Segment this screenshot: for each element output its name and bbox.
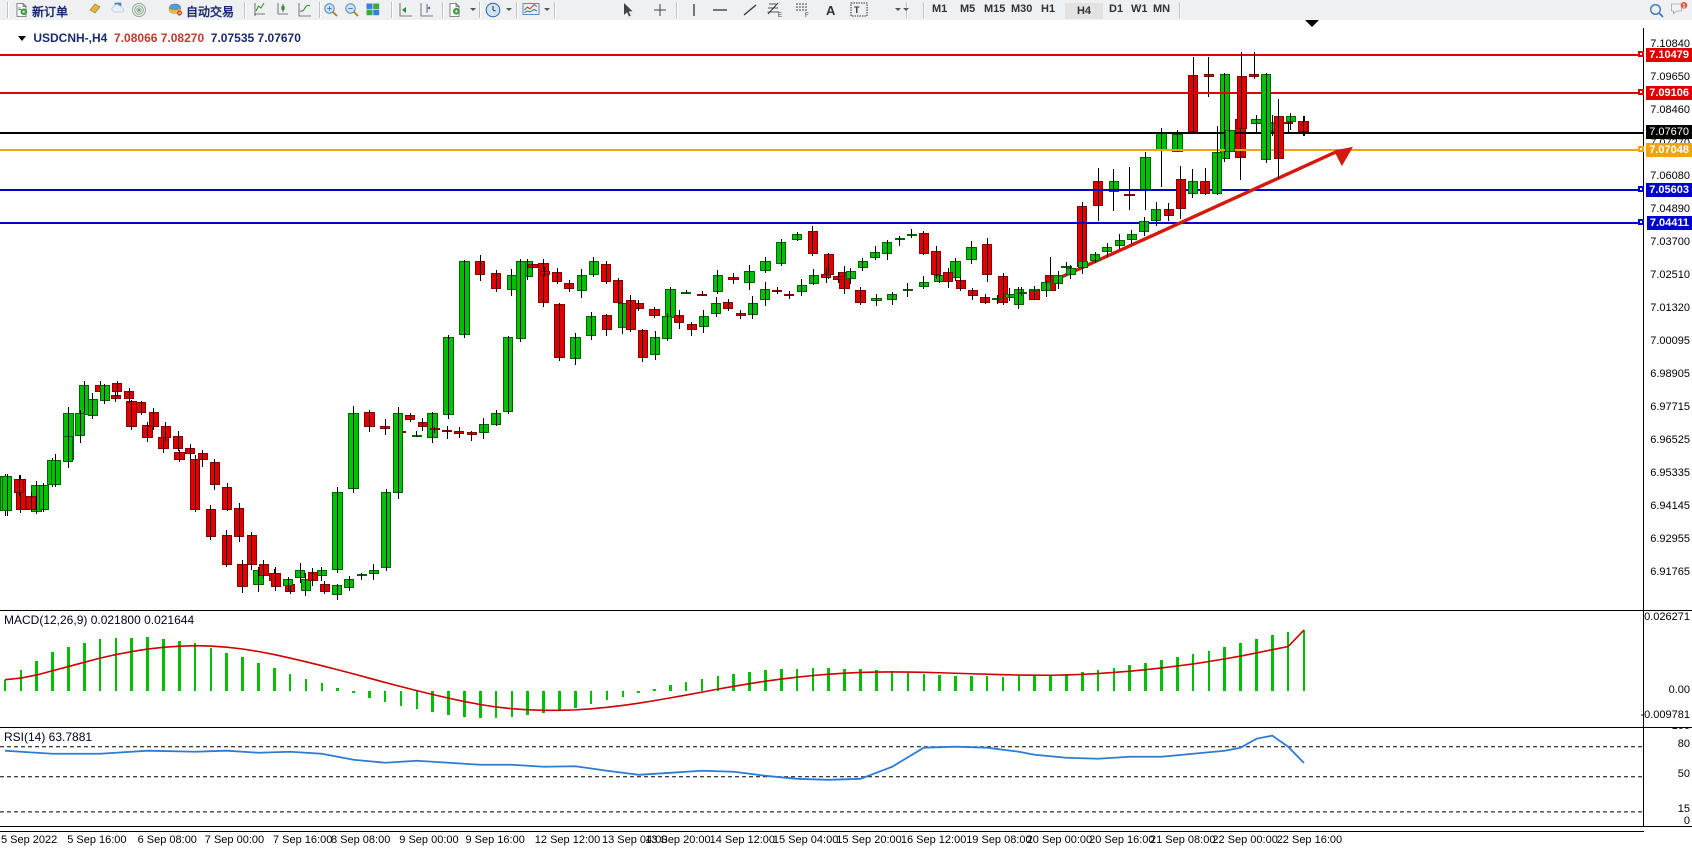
svg-text:T: T [854, 5, 860, 15]
svg-text:E: E [778, 13, 782, 18]
svg-text:F: F [805, 13, 809, 18]
svg-text:1: 1 [1682, 3, 1685, 9]
